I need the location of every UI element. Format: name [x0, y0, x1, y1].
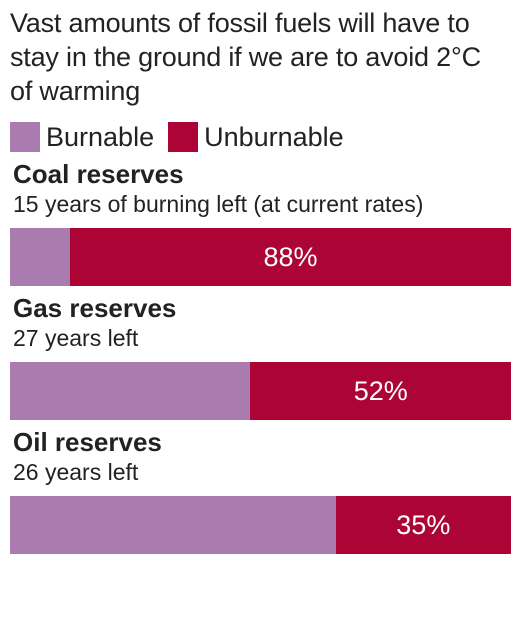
oil-subtitle: 26 years left	[13, 459, 139, 485]
coal-burnable-segment	[10, 228, 71, 286]
coal-unburnable-segment: 88%	[70, 228, 511, 286]
oil-title: Oil reserves	[13, 427, 162, 457]
coal-subtitle: 15 years of burning left (at current rat…	[13, 191, 424, 217]
legend-label-burnable: Burnable	[46, 122, 155, 152]
gas-subtitle: 27 years left	[13, 325, 139, 351]
coal-title: Coal reserves	[13, 159, 184, 189]
chart-title: Vast amounts of fossil fuels will have t…	[10, 8, 481, 106]
oil-unburnable-segment: 35%	[335, 496, 511, 554]
oil-unburnable-value-label: 35%	[396, 510, 451, 540]
gas-title: Gas reserves	[13, 293, 177, 323]
oil-bar: 35%	[10, 496, 511, 554]
coal-unburnable-value-label: 88%	[263, 242, 318, 272]
coal-panel: Coal reserves 15 years of burning left (…	[10, 158, 515, 286]
legend: Burnable Unburnable	[10, 120, 515, 154]
gas-bar: 52%	[10, 362, 511, 420]
legend-item-unburnable: Unburnable	[168, 122, 344, 152]
gas-unburnable-segment: 52%	[250, 362, 511, 420]
coal-bar: 88%	[10, 228, 511, 286]
gas-burnable-segment	[10, 362, 251, 420]
legend-label-unburnable: Unburnable	[204, 122, 344, 152]
legend-swatch-burnable	[10, 122, 40, 152]
oil-panel: Oil reserves 26 years left 35%	[10, 426, 515, 554]
legend-item-burnable: Burnable	[10, 122, 154, 152]
oil-burnable-segment	[10, 496, 336, 554]
legend-swatch-unburnable	[168, 122, 199, 152]
gas-panel: Gas reserves 27 years left 52%	[10, 292, 515, 420]
gas-unburnable-value-label: 52%	[353, 376, 408, 406]
